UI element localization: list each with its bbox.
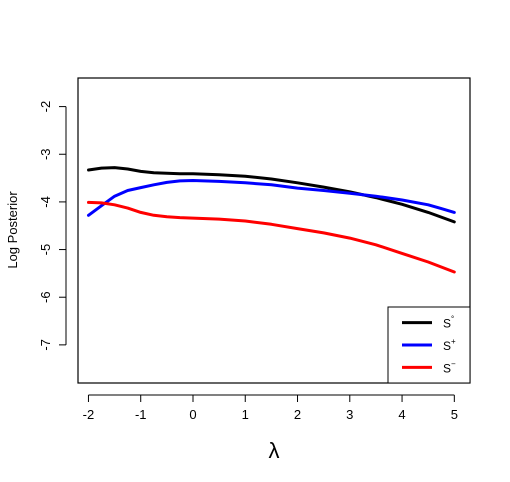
x-tick-label: 5 [451, 407, 458, 422]
y-tick-label: -6 [38, 291, 53, 303]
x-tick-label: 3 [346, 407, 353, 422]
x-tick-label: 1 [242, 407, 249, 422]
legend-label-1: S° [443, 315, 454, 331]
series-line-2 [87, 179, 456, 217]
x-tick-label: 2 [294, 407, 301, 422]
series-layer [87, 166, 456, 274]
y-axis-title: Log Posterior [5, 191, 20, 269]
legend: S° S+ S− [387, 306, 471, 384]
x-tick-label: 4 [398, 407, 405, 422]
y-tick-label: -4 [38, 196, 53, 208]
series-line-3 [87, 200, 456, 274]
y-tick-label: -3 [38, 148, 53, 160]
y-tick-label: -7 [38, 339, 53, 351]
y-tick-label: -2 [38, 101, 53, 113]
legend-label-2: S+ [443, 337, 456, 353]
x-axis-title: λ [269, 438, 280, 463]
y-axis: -7 -6 -5 -4 -3 -2 [38, 101, 67, 351]
x-axis: -2 -1 0 1 2 3 4 5 [83, 394, 458, 422]
x-tick-label: -1 [135, 407, 147, 422]
plot-frame [77, 77, 471, 384]
x-tick-label: 0 [189, 407, 196, 422]
x-tick-label: -2 [83, 407, 95, 422]
legend-label-3: S− [443, 359, 456, 375]
y-tick-label: -5 [38, 244, 53, 256]
